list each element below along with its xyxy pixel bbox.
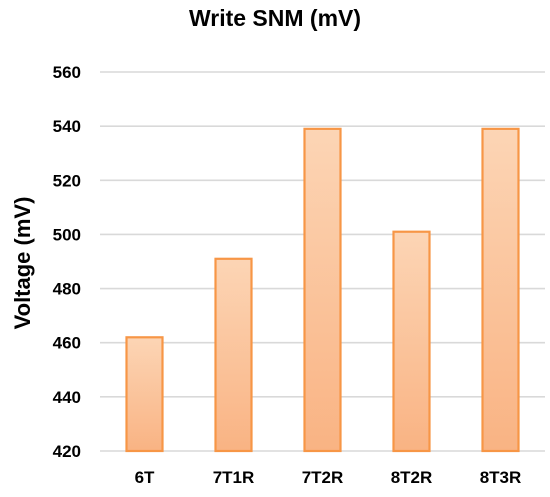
y-tick-label: 520 bbox=[53, 171, 81, 190]
y-tick-label: 440 bbox=[53, 388, 81, 407]
chart-title: Write SNM (mV) bbox=[189, 5, 361, 31]
y-axis-label: Voltage (mV) bbox=[10, 197, 35, 330]
bars bbox=[125, 127, 520, 453]
y-tick-label: 500 bbox=[53, 225, 81, 244]
y-tick-label: 560 bbox=[53, 63, 81, 82]
x-tick-label: 8T2R bbox=[391, 468, 433, 487]
bar-8t2r bbox=[392, 230, 431, 453]
y-tick-label: 460 bbox=[53, 334, 81, 353]
x-tick-labels: 6T 7T1R 7T2R 8T2R 8T3R bbox=[135, 468, 522, 487]
y-tick-label: 480 bbox=[53, 280, 81, 299]
x-tick-label: 8T3R bbox=[480, 468, 522, 487]
x-tick-label: 6T bbox=[135, 468, 155, 487]
y-tick-label: 420 bbox=[53, 442, 81, 461]
bar-7t1r bbox=[214, 257, 253, 453]
x-tick-label: 7T2R bbox=[302, 468, 344, 487]
y-tick-labels: 420 440 460 480 500 520 540 560 bbox=[53, 63, 81, 461]
bar-7t2r bbox=[303, 127, 342, 453]
x-tick-label: 7T1R bbox=[213, 468, 255, 487]
y-tick-label: 540 bbox=[53, 117, 81, 136]
bar-6t bbox=[125, 336, 164, 453]
bar-8t3r bbox=[481, 127, 520, 453]
